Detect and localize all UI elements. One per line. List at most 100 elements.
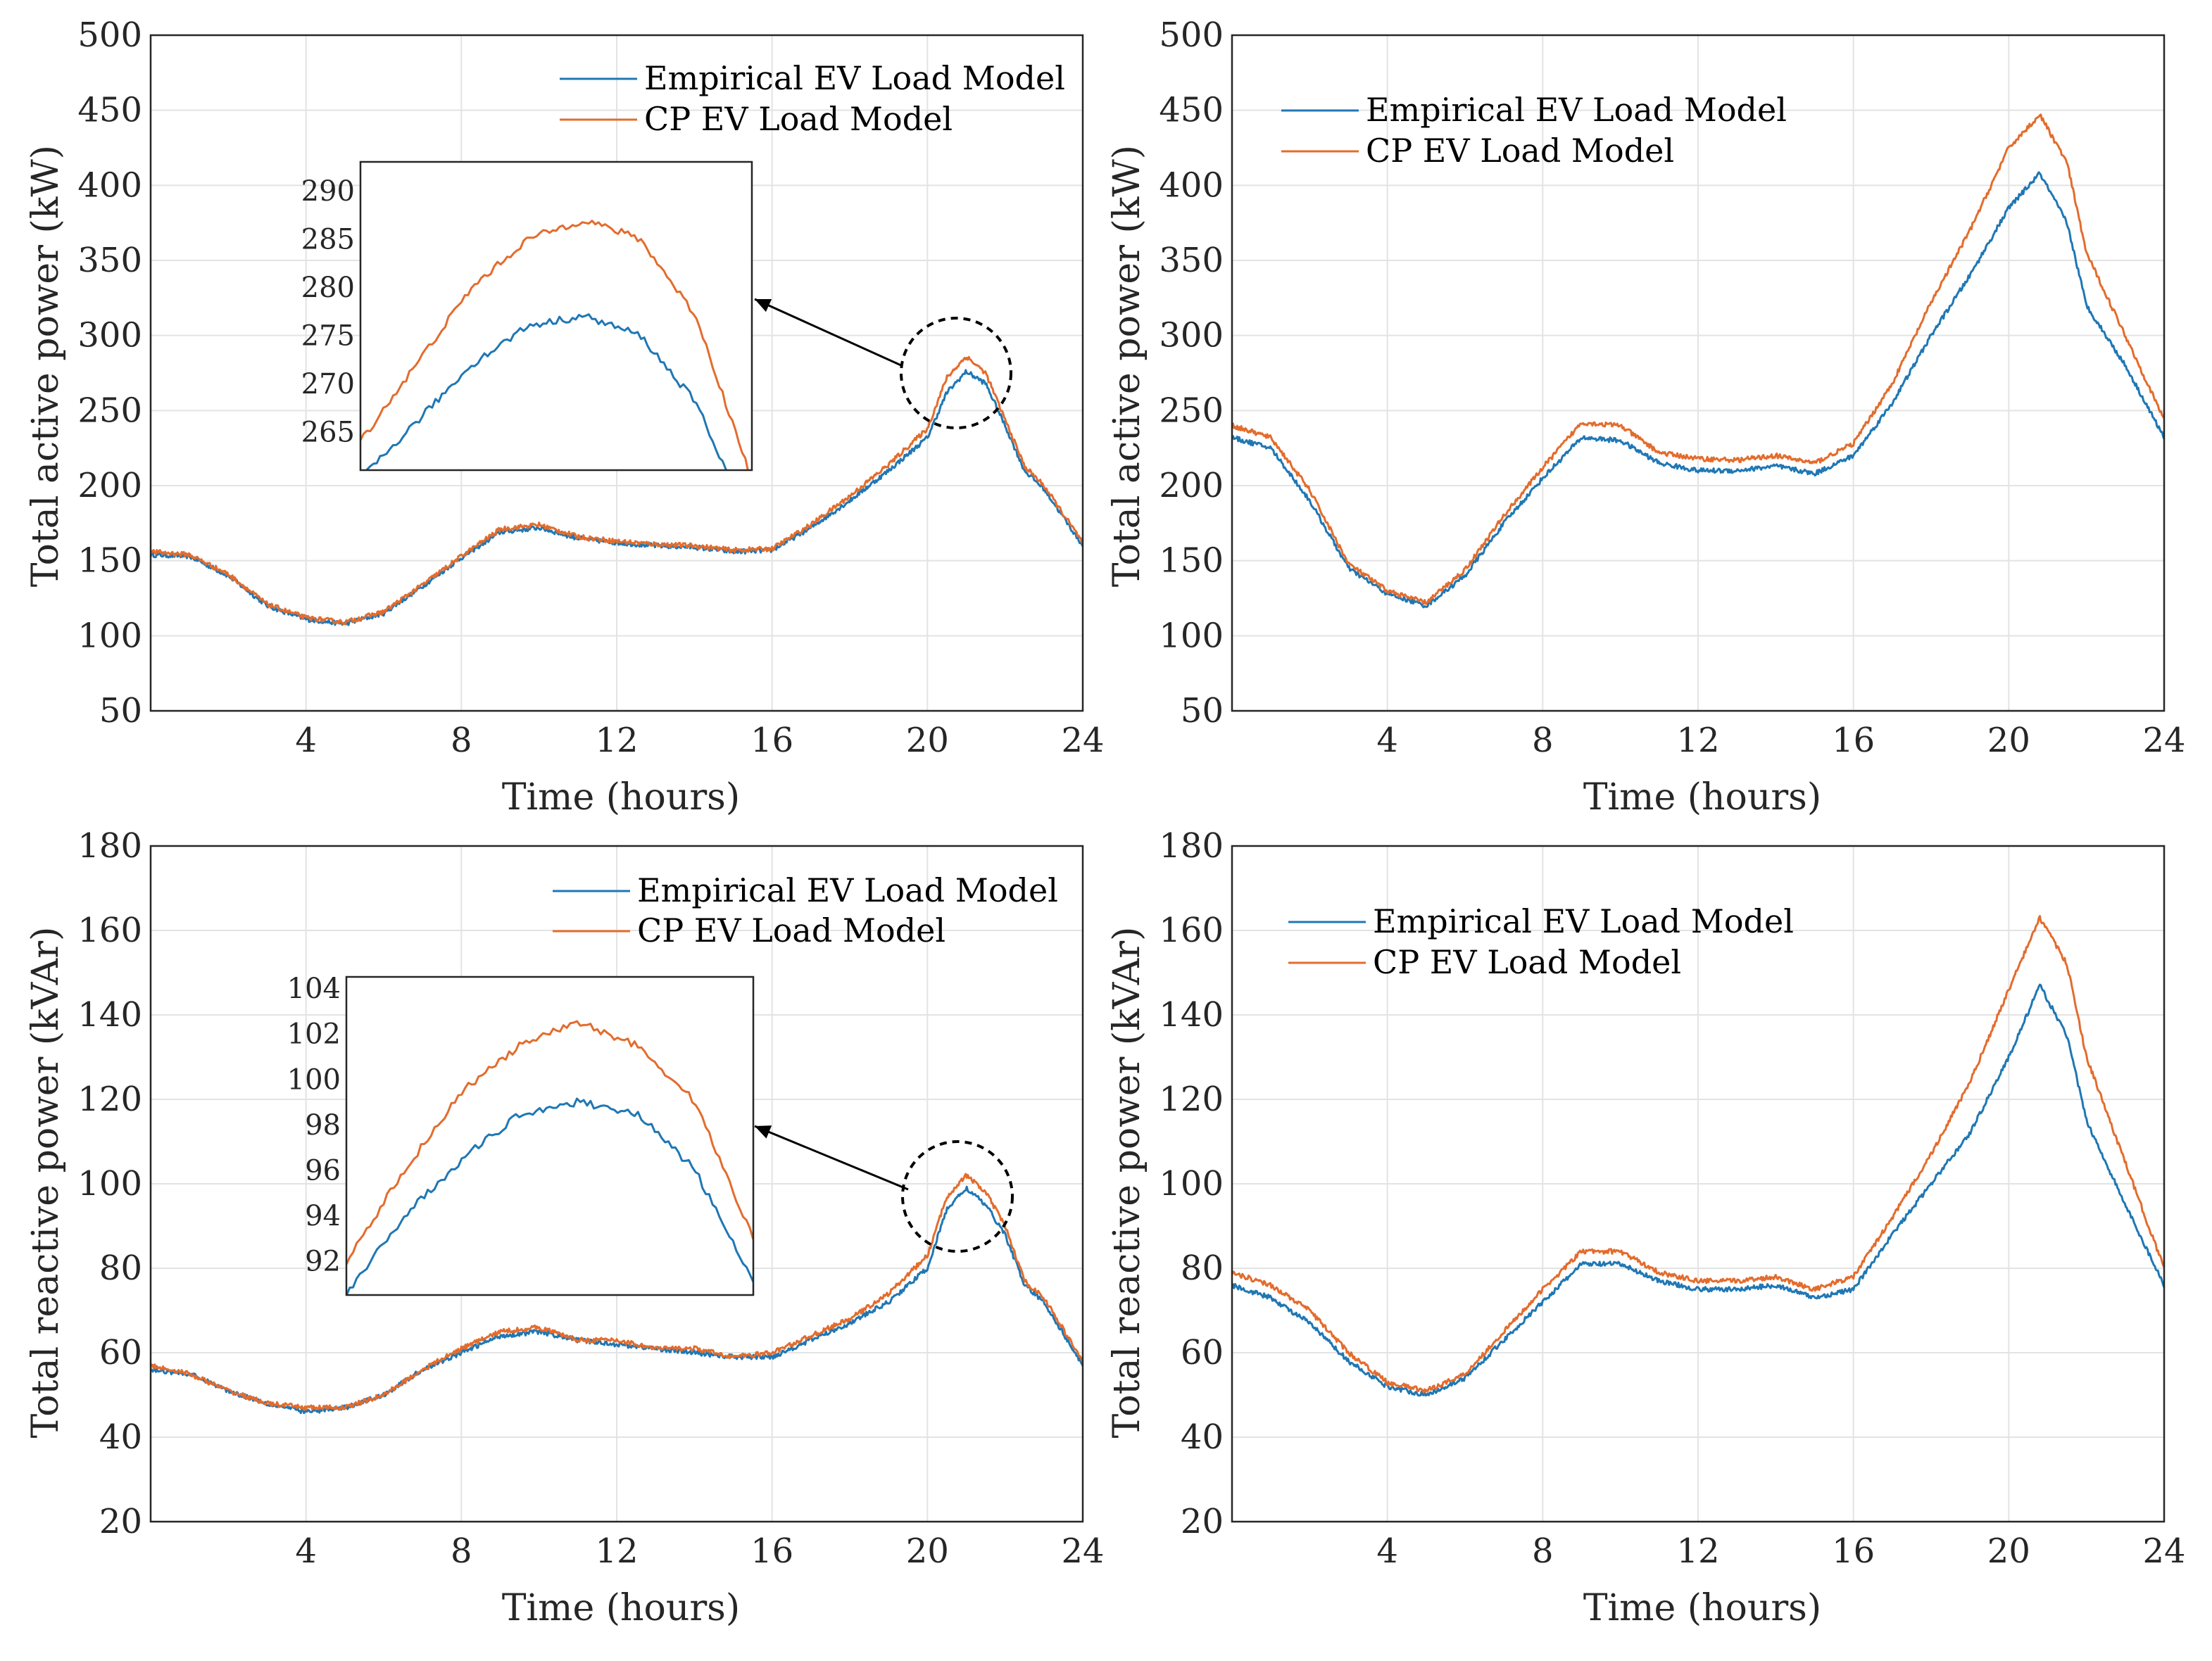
reactive-power-day1-chart: 4 8 12 16 20 24204060801001201401601809294969… — [25, 826, 1105, 1629]
y-tick-label: 450 — [77, 91, 142, 130]
legend-label-empirical: Empirical EV Load Model — [644, 59, 1065, 97]
inset-y-tick-label: 102 — [287, 1018, 341, 1051]
zoom-arrow-head — [755, 298, 772, 312]
inset-background — [346, 977, 753, 1295]
x-tick-label: 4 — [1376, 721, 1398, 760]
x-axis-label: Time (hours) — [502, 1587, 740, 1629]
x-tick-label: 8 — [451, 721, 472, 760]
inset-series-line-empirical — [346, 1097, 753, 1295]
y-tick-label: 350 — [1159, 241, 1224, 280]
y-tick-label: 140 — [77, 995, 142, 1035]
y-tick-label: 180 — [77, 826, 142, 866]
y-axis-label: Total reactive power (kVAr) — [1106, 927, 1148, 1439]
x-tick-label: 24 — [2142, 721, 2185, 760]
y-tick-label: 20 — [1181, 1502, 1224, 1541]
inset-series-line-cp — [360, 220, 749, 470]
y-tick-label: 120 — [77, 1080, 142, 1119]
y-tick-label: 100 — [77, 616, 142, 655]
y-tick-label: 50 — [1181, 691, 1224, 731]
plot-frame — [1231, 34, 2166, 712]
x-tick-label: 20 — [906, 721, 949, 760]
x-tick-label: 24 — [2142, 1531, 2185, 1571]
inset-y-tick-label: 94 — [305, 1200, 341, 1232]
inset-series-line-empirical — [365, 313, 728, 470]
y-tick-label: 80 — [99, 1249, 142, 1288]
y-tick-label: 500 — [77, 15, 142, 55]
y-tick-label: 150 — [77, 541, 142, 581]
series-line-cp — [1231, 915, 2166, 1394]
x-tick-label: 20 — [1987, 721, 2030, 760]
x-tick-label: 16 — [750, 1531, 793, 1571]
legend: Empirical EV Load Model CP EV Load Model — [553, 871, 1058, 949]
plot-area: 4 8 12 16 20 24 50 100 150 200 250 300 350 400 450 500 2… — [77, 15, 1104, 760]
y-tick-label: 100 — [1159, 1164, 1224, 1204]
y-tick-label: 250 — [1159, 391, 1224, 430]
legend: Empirical EV Load Model CP EV Load Model — [560, 59, 1065, 138]
y-tick-label: 500 — [1159, 15, 1224, 55]
x-tick-label: 12 — [595, 721, 638, 760]
inset-y-tick-label: 265 — [301, 416, 355, 448]
y-tick-label: 60 — [99, 1333, 142, 1372]
y-tick-label: 350 — [77, 241, 142, 280]
y-axis-label: Total active power (kW) — [25, 145, 67, 587]
x-tick-label: 20 — [906, 1531, 949, 1571]
x-tick-label: 24 — [1061, 721, 1104, 760]
x-tick-label: 8 — [1532, 1531, 1554, 1571]
legend-label-empirical: Empirical EV Load Model — [1366, 91, 1787, 129]
x-tick-label: 16 — [1832, 1531, 1875, 1571]
y-tick-label: 160 — [77, 911, 142, 950]
x-tick-label: 24 — [1061, 1531, 1104, 1571]
legend: Empirical EV Load Model CP EV Load Model — [1281, 91, 1787, 170]
plot-area: 4 8 12 16 20 24 20 40 60 80 100 120 140 160 180 — [1159, 826, 2185, 1571]
inset-y-tick-label: 92 — [305, 1246, 341, 1278]
legend: Empirical EV Load Model CP EV Load Model — [1288, 902, 1794, 981]
y-tick-label: 80 — [1181, 1249, 1224, 1288]
inset-background — [360, 162, 752, 470]
series-line-empirical — [1231, 171, 2166, 609]
legend-label-cp: CP EV Load Model — [644, 100, 953, 138]
inset-frame — [359, 160, 753, 472]
y-tick-label: 300 — [1159, 316, 1224, 355]
y-axis-label: Total active power (kW) — [1106, 145, 1148, 587]
inset-y-tick-label: 290 — [301, 175, 355, 208]
inset-frame — [345, 975, 755, 1296]
y-tick-label: 50 — [99, 691, 142, 731]
zoom-circle — [900, 317, 1012, 429]
legend-label-cp: CP EV Load Model — [1366, 132, 1674, 170]
y-tick-label: 20 — [99, 1502, 142, 1541]
plot-frame — [149, 845, 1084, 1523]
zoom-circle — [901, 1140, 1014, 1253]
y-tick-label: 450 — [1159, 91, 1224, 130]
series-line-cp — [149, 1173, 1084, 1411]
y-tick-label: 300 — [77, 316, 142, 355]
plot-frame — [1231, 845, 2166, 1523]
y-tick-label: 140 — [1159, 995, 1224, 1035]
zoom-arrow-line — [754, 298, 903, 367]
inset-y-tick-label: 275 — [301, 320, 355, 352]
y-tick-label: 160 — [1159, 911, 1224, 950]
plot-area: 4 8 12 16 20 24 50 100 150 200 250 300 350 400 450 500 — [1159, 15, 2185, 760]
y-tick-label: 400 — [1159, 165, 1224, 205]
x-tick-label: 12 — [595, 1531, 638, 1571]
inset-y-tick-label: 98 — [305, 1109, 341, 1142]
plot-frame — [149, 34, 1084, 712]
x-tick-label: 4 — [295, 1531, 317, 1571]
inset-y-tick-label: 104 — [287, 973, 341, 1005]
x-tick-label: 4 — [295, 721, 317, 760]
y-tick-label: 100 — [1159, 616, 1224, 655]
x-tick-label: 16 — [750, 721, 793, 760]
y-tick-label: 200 — [77, 466, 142, 505]
reactive-power-day2-chart: 4 8 12 16 20 24 20 40 60 80 100 120 140 160 180 Time (… — [1106, 826, 2186, 1629]
legend-label-cp: CP EV Load Model — [1373, 943, 1681, 981]
y-tick-label: 60 — [1181, 1333, 1224, 1372]
x-tick-label: 12 — [1676, 1531, 1719, 1571]
x-axis-label: Time (hours) — [1583, 1587, 1821, 1629]
zoom-inset: 265 270 275 280 285 290 — [301, 160, 753, 472]
series-line-cp — [149, 355, 1084, 626]
inset-y-tick-label: 285 — [301, 224, 355, 256]
zoom-inset: 92 94 96 98 100 102 104 — [287, 973, 755, 1296]
y-axis-label: Total reactive power (kVAr) — [25, 927, 67, 1439]
legend-label-empirical: Empirical EV Load Model — [1373, 902, 1794, 940]
inset-y-tick-label: 280 — [301, 272, 355, 304]
